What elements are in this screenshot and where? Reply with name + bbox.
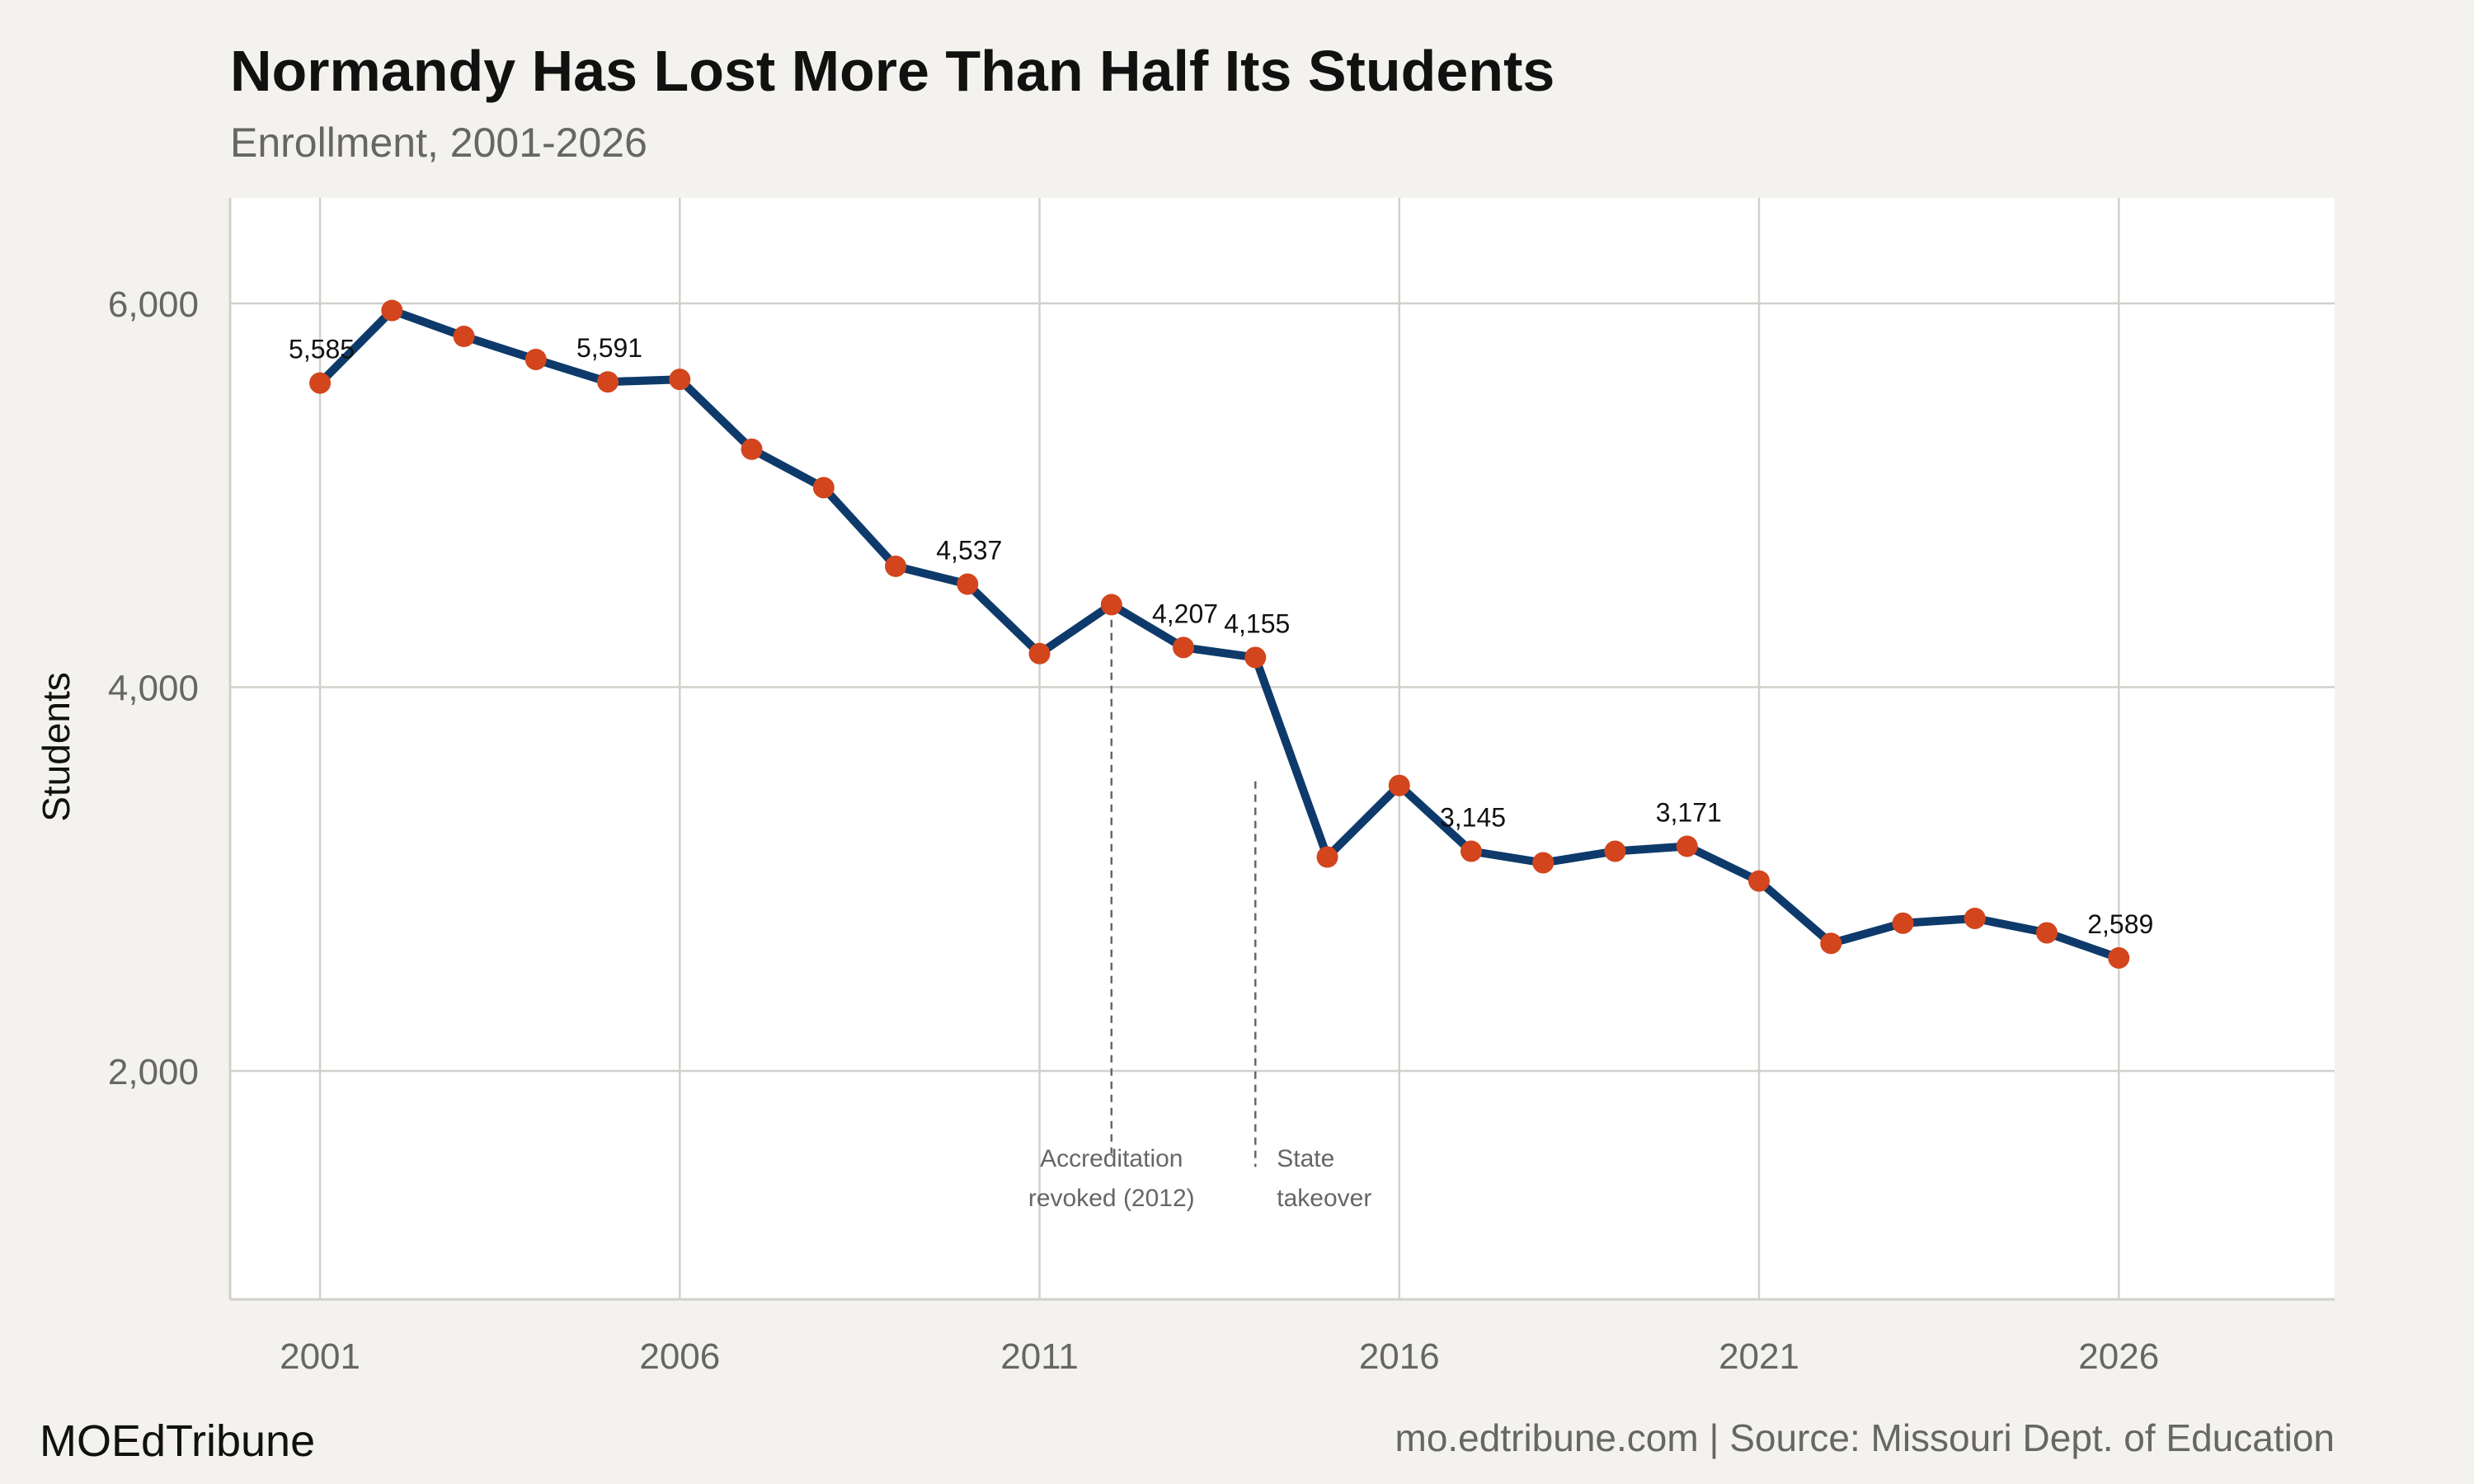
x-tick-label: 2011 xyxy=(1000,1336,1079,1377)
brand-logo-text: MOEdTribune xyxy=(40,1416,315,1466)
annotation-text: revoked (2012) xyxy=(1028,1185,1195,1212)
data-label: 5,585 xyxy=(289,335,355,364)
data-point xyxy=(1964,907,1986,929)
y-tick-label: 4,000 xyxy=(108,669,199,709)
data-label: 4,207 xyxy=(1152,599,1218,628)
annotations: Accreditation revoked (2012) State takeover xyxy=(1028,606,1371,1212)
data-point xyxy=(1316,846,1338,868)
y-axis-title: Students xyxy=(35,672,78,822)
data-point xyxy=(1604,840,1626,862)
data-point xyxy=(957,573,979,595)
data-label: 4,155 xyxy=(1224,608,1290,638)
data-labels: 5,585 5,591 4,537 4,207 4,155 3,145 3,171 2,589 xyxy=(289,333,2153,939)
tick-labels: 2001 2006 2011 2016 2021 2026 2,000 4,000 6,000 xyxy=(108,284,2159,1377)
series-layer xyxy=(309,299,2130,969)
data-point xyxy=(1820,932,1842,955)
data-point xyxy=(669,369,691,391)
data-point xyxy=(1748,870,1771,892)
data-label: 4,537 xyxy=(936,536,1002,566)
y-tick-label: 2,000 xyxy=(108,1052,199,1092)
annotation-text: State xyxy=(1277,1145,1334,1172)
data-point xyxy=(524,348,547,370)
data-point xyxy=(1460,840,1483,862)
data-label: 3,171 xyxy=(1656,797,1722,827)
plot-panel xyxy=(230,198,2335,1299)
x-tick-label: 2001 xyxy=(280,1336,360,1377)
annotation-text: takeover xyxy=(1277,1185,1371,1212)
data-point xyxy=(381,299,403,322)
grid xyxy=(230,198,2335,1299)
y-tick-label: 6,000 xyxy=(108,284,199,325)
data-point xyxy=(1892,912,1914,934)
data-label: 2,589 xyxy=(2087,909,2153,939)
data-point xyxy=(1028,642,1051,665)
data-point xyxy=(309,372,332,394)
annotation-text: Accreditation xyxy=(1040,1145,1183,1172)
data-point xyxy=(2108,946,2130,969)
data-label: 5,591 xyxy=(576,333,642,363)
data-point xyxy=(453,326,475,348)
data-point xyxy=(885,555,907,577)
data-point xyxy=(597,371,619,393)
series-line xyxy=(316,306,2124,962)
data-point xyxy=(741,438,763,460)
x-tick-label: 2021 xyxy=(1719,1336,1799,1377)
data-point xyxy=(812,477,835,499)
data-point xyxy=(1100,594,1122,616)
data-point xyxy=(1388,774,1410,796)
data-point xyxy=(1676,835,1698,857)
source-note: mo.edtribune.com | Source: Missouri Dept… xyxy=(1395,1416,2335,1459)
data-point xyxy=(1532,852,1554,874)
chart-subtitle: Enrollment, 2001-2026 xyxy=(230,120,647,166)
data-point xyxy=(1244,646,1267,669)
x-tick-label: 2026 xyxy=(2078,1336,2159,1377)
x-tick-label: 2016 xyxy=(1359,1336,1440,1377)
data-point xyxy=(1173,636,1195,659)
data-label: 3,145 xyxy=(1440,803,1506,833)
chart-title: Normandy Has Lost More Than Half Its Stu… xyxy=(230,39,1554,103)
x-tick-label: 2006 xyxy=(639,1336,720,1377)
data-point xyxy=(2036,922,2058,944)
